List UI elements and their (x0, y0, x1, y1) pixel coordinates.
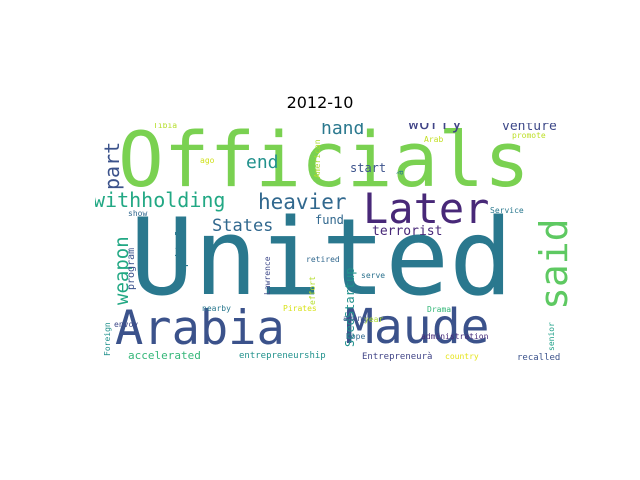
word-cloud: United Officials Maude Arabia Later said withh… (95, 123, 575, 363)
word-effort: effort (308, 276, 317, 305)
word-venture: venture (502, 123, 557, 134)
word-a: à (396, 170, 405, 175)
word-lawrence: Lawrence (263, 256, 272, 295)
word-pirates: Pirates (283, 304, 317, 313)
word-nearby: nearby (202, 304, 231, 313)
word-entrepreneurship: entrepreneurship (239, 351, 326, 361)
word-tibia: Tibia (153, 123, 178, 130)
word-recalled: recalled (517, 353, 561, 363)
word-united: United (130, 196, 513, 319)
word-accelerated: accelerated (128, 349, 201, 362)
word-heavier: heavier (258, 190, 347, 214)
word-program: program (126, 247, 137, 290)
word-hand: hand (321, 123, 365, 139)
word-officials: Officials (118, 123, 530, 204)
word-foreign: Foreign (103, 322, 112, 356)
word-promote: promote (512, 131, 546, 140)
word-american: American (313, 139, 322, 178)
word-said: said (532, 218, 575, 310)
word-worry: worry (408, 123, 463, 134)
word-senior: senior (547, 322, 556, 351)
word-terrorist: terrorist (372, 224, 443, 239)
word-year: year (364, 315, 384, 324)
word-maude: Maude (345, 299, 490, 355)
chart-title: 2012-10 (286, 93, 354, 112)
word-capital: capital (174, 228, 189, 283)
word-service: Service (490, 206, 524, 215)
word-states: States (212, 216, 274, 236)
word-serve: serve (361, 271, 386, 280)
word-country: country (445, 352, 479, 361)
word-hope: Hope (346, 332, 366, 341)
word-drama: Drama (427, 305, 452, 314)
word-later: Later (363, 184, 490, 233)
word-administration: administration (421, 332, 489, 341)
word-among: among (343, 314, 368, 323)
word-retired: retired (306, 255, 340, 264)
word-start: start (350, 161, 387, 175)
word-arabia: Arabia (115, 301, 285, 356)
word-entrepreneura: Entrepreneurà (362, 352, 433, 362)
word-envoy: envoy (114, 320, 139, 329)
word-arab: Arab (424, 135, 444, 144)
word-end: end (246, 152, 279, 173)
word-part: part (100, 141, 124, 190)
word-ago: ago (200, 156, 215, 165)
word-fund: fund (315, 213, 344, 227)
word-show: show (128, 209, 148, 218)
word-withholding: withholding (95, 188, 226, 212)
